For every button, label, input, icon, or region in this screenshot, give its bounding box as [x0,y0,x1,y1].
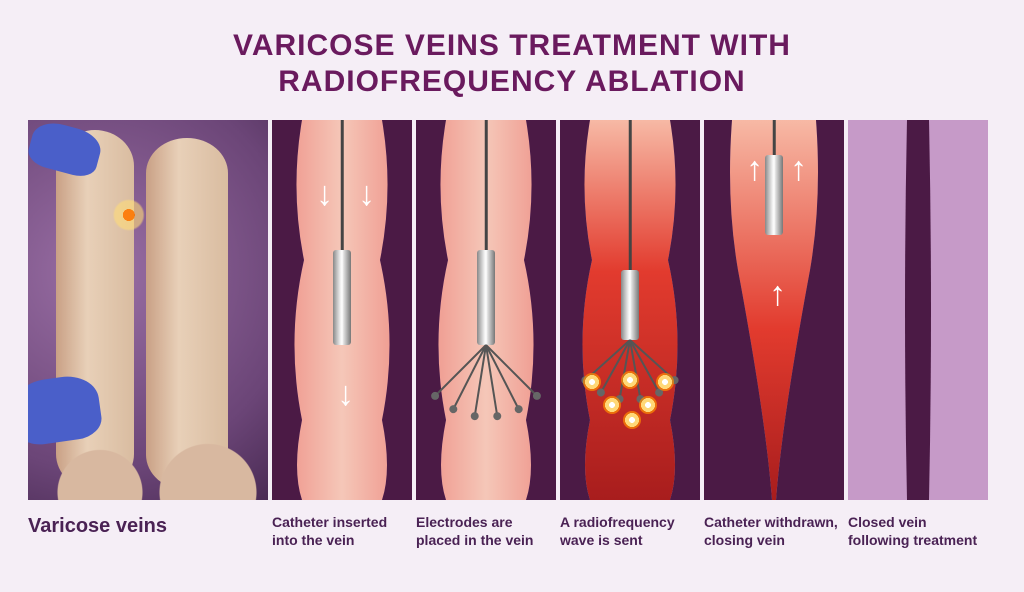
catheter-wire [629,120,632,270]
rf-spark-icon [656,373,674,391]
catheter-tube [621,270,639,340]
title-line-1: VARICOSE VEINS TREATMENT WITH [233,29,791,62]
panel-0: Varicose veins [28,120,268,549]
catheter-wire [485,120,488,250]
varicose-photo [28,120,268,500]
panel-illustration [848,120,988,500]
flow-arrow-icon: ↑ [746,150,763,189]
flow-arrow-icon: ↑ [769,275,786,314]
panel-4: ↑ ↑ ↑ Catheter withdrawn, closing vein [704,120,844,549]
panel-illustration [28,120,268,500]
catheter-wire [773,120,776,155]
catheter-tube [765,155,783,235]
panel-caption: Closed vein following treatment [848,500,988,549]
title-line-2: RADIOFREQUENCY ABLATION [278,65,745,98]
panel-caption: Catheter withdrawn, closing vein [704,500,844,549]
panel-2: Electrodes are placed in the vein [416,120,556,549]
panel-5: Closed vein following treatment [848,120,988,549]
flow-arrow-icon: ↑ [790,150,807,189]
catheter-wire [341,120,344,250]
rf-spark-icon [583,373,601,391]
rf-spark-icon [623,411,641,429]
flow-arrow-icon: ↓ [337,375,354,414]
rf-spark-icon [621,371,639,389]
panel-caption: Electrodes are placed in the vein [416,500,556,549]
flow-arrow-icon: ↓ [316,175,333,214]
panel-3: A radiofrequency wave is sent [560,120,700,549]
catheter-tube [333,250,351,345]
rf-spark-icon [603,396,621,414]
panel-caption: Catheter inserted into the vein [272,500,412,549]
panel-caption: A radiofrequency wave is sent [560,500,700,549]
rf-spark-icon [639,396,657,414]
panel-illustration [416,120,556,500]
catheter-tube [477,250,495,345]
panel-1: ↓ ↓ ↓ Catheter inserted into the vein [272,120,412,549]
infographic-title: VARICOSE VEINS TREATMENT WITH RADIOFREQU… [0,0,1024,100]
panel-illustration: ↑ ↑ ↑ [704,120,844,500]
panel-caption: Varicose veins [28,500,268,539]
panels-row: Varicose veins ↓ ↓ ↓ Catheter inserted into… [0,100,1024,549]
panel-illustration: ↓ ↓ ↓ [272,120,412,500]
flow-arrow-icon: ↓ [358,175,375,214]
panel-illustration [560,120,700,500]
